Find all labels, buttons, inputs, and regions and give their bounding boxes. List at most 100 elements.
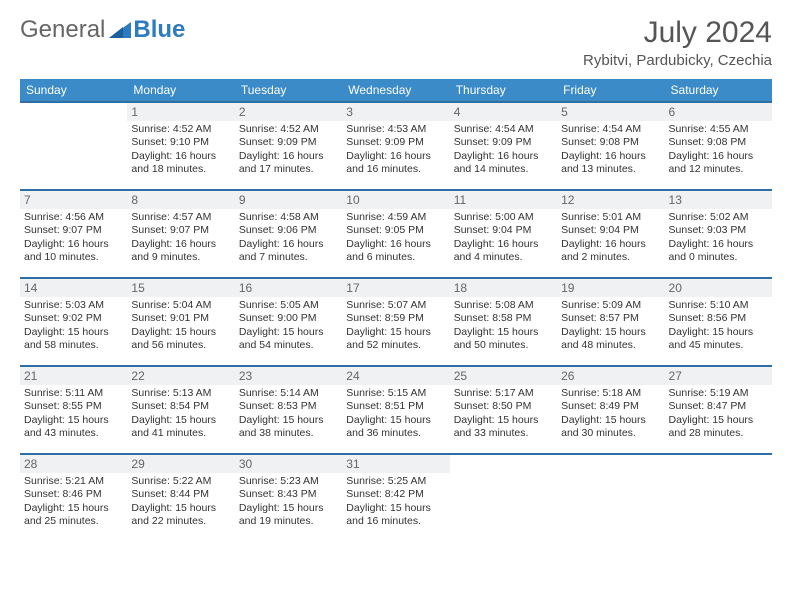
calendar-cell: 8Sunrise: 4:57 AMSunset: 9:07 PMDaylight… (127, 190, 234, 278)
day-number: 10 (342, 191, 449, 209)
sunset-line: Sunset: 8:50 PM (454, 400, 553, 413)
daylight-line: Daylight: 15 hours and 19 minutes. (239, 502, 338, 529)
sunrise-line: Sunrise: 4:53 AM (346, 123, 445, 136)
daylight-line: Daylight: 16 hours and 17 minutes. (239, 150, 338, 177)
calendar-cell: 11Sunrise: 5:00 AMSunset: 9:04 PMDayligh… (450, 190, 557, 278)
calendar-table: SundayMondayTuesdayWednesdayThursdayFrid… (20, 79, 772, 541)
calendar-cell: 12Sunrise: 5:01 AMSunset: 9:04 PMDayligh… (557, 190, 664, 278)
day-number: 13 (665, 191, 772, 209)
calendar-cell: . (20, 102, 127, 190)
day-details: Sunrise: 4:54 AMSunset: 9:09 PMDaylight:… (454, 123, 553, 177)
sunset-line: Sunset: 9:03 PM (669, 224, 768, 237)
calendar-cell: . (557, 454, 664, 541)
day-number: 16 (235, 279, 342, 297)
daylight-line: Daylight: 15 hours and 50 minutes. (454, 326, 553, 353)
calendar-cell: 7Sunrise: 4:56 AMSunset: 9:07 PMDaylight… (20, 190, 127, 278)
daylight-line: Daylight: 16 hours and 4 minutes. (454, 238, 553, 265)
brand-part1: General (20, 16, 105, 44)
day-number: 18 (450, 279, 557, 297)
calendar-cell: 3 Sunrise: 4:53 AMSunset: 9:09 PMDaylight… (342, 102, 449, 190)
daylight-line: Daylight: 16 hours and 9 minutes. (131, 238, 230, 265)
sunrise-line: Sunrise: 5:10 AM (669, 299, 768, 312)
sunset-line: Sunset: 8:55 PM (24, 400, 123, 413)
sunset-line: Sunset: 9:01 PM (131, 312, 230, 325)
day-details: Sunrise: 4:58 AMSunset: 9:06 PMDaylight:… (239, 211, 338, 265)
calendar-cell: 30Sunrise: 5:23 AMSunset: 8:43 PMDayligh… (235, 454, 342, 541)
day-number: 27 (665, 367, 772, 385)
daylight-line: Daylight: 15 hours and 58 minutes. (24, 326, 123, 353)
daylight-line: Daylight: 15 hours and 25 minutes. (24, 502, 123, 529)
daylight-line: Daylight: 16 hours and 18 minutes. (131, 150, 230, 177)
day-details: Sunrise: 4:57 AMSunset: 9:07 PMDaylight:… (131, 211, 230, 265)
daylight-line: Daylight: 15 hours and 36 minutes. (346, 414, 445, 441)
day-details: Sunrise: 5:08 AMSunset: 8:58 PMDaylight:… (454, 299, 553, 353)
day-details: Sunrise: 5:01 AMSunset: 9:04 PMDaylight:… (561, 211, 660, 265)
sunset-line: Sunset: 8:53 PM (239, 400, 338, 413)
day-details: Sunrise: 5:05 AMSunset: 9:00 PMDaylight:… (239, 299, 338, 353)
day-number: 3 (342, 103, 449, 121)
sunset-line: Sunset: 9:09 PM (346, 136, 445, 149)
day-number: 24 (342, 367, 449, 385)
day-details: Sunrise: 5:07 AMSunset: 8:59 PMDaylight:… (346, 299, 445, 353)
day-details: Sunrise: 4:56 AMSunset: 9:07 PMDaylight:… (24, 211, 123, 265)
calendar-cell: 26Sunrise: 5:18 AMSunset: 8:49 PMDayligh… (557, 366, 664, 454)
day-details: Sunrise: 4:55 AMSunset: 9:08 PMDaylight:… (669, 123, 768, 177)
day-details: Sunrise: 5:25 AMSunset: 8:42 PMDaylight:… (346, 475, 445, 529)
day-number: 4 (450, 103, 557, 121)
sunset-line: Sunset: 8:44 PM (131, 488, 230, 501)
sunset-line: Sunset: 8:47 PM (669, 400, 768, 413)
day-details: Sunrise: 4:52 AMSunset: 9:10 PMDaylight:… (131, 123, 230, 177)
daylight-line: Daylight: 16 hours and 14 minutes. (454, 150, 553, 177)
calendar-cell: 18 Sunrise: 5:08 AMSunset: 8:58 PMDayligh… (450, 278, 557, 366)
calendar-row: 14Sunrise: 5:03 AMSunset: 9:02 PMDayligh… (20, 278, 772, 366)
day-number: 19 (557, 279, 664, 297)
daylight-line: Daylight: 16 hours and 6 minutes. (346, 238, 445, 265)
sunrise-line: Sunrise: 4:58 AM (239, 211, 338, 224)
day-number: 22 (127, 367, 234, 385)
daylight-line: Daylight: 15 hours and 30 minutes. (561, 414, 660, 441)
sunset-line: Sunset: 9:07 PM (131, 224, 230, 237)
sunrise-line: Sunrise: 5:07 AM (346, 299, 445, 312)
calendar-cell: 24 Sunrise: 5:15 AMSunset: 8:51 PMDayligh… (342, 366, 449, 454)
day-details: Sunrise: 5:15 AMSunset: 8:51 PMDaylight:… (346, 387, 445, 441)
sunset-line: Sunset: 8:43 PM (239, 488, 338, 501)
day-number: 23 (235, 367, 342, 385)
day-details: Sunrise: 5:22 AMSunset: 8:44 PMDaylight:… (131, 475, 230, 529)
sunrise-line: Sunrise: 4:52 AM (239, 123, 338, 136)
calendar-cell: 2Sunrise: 4:52 AMSunset: 9:09 PMDaylight… (235, 102, 342, 190)
sunset-line: Sunset: 8:46 PM (24, 488, 123, 501)
title-block: July 2024 Rybitvi, Pardubicky, Czechia (583, 16, 772, 69)
daylight-line: Daylight: 16 hours and 16 minutes. (346, 150, 445, 177)
sunset-line: Sunset: 9:09 PM (239, 136, 338, 149)
calendar-cell: 21Sunrise: 5:11 AMSunset: 8:55 PMDayligh… (20, 366, 127, 454)
day-details: Sunrise: 5:14 AMSunset: 8:53 PMDaylight:… (239, 387, 338, 441)
sunrise-line: Sunrise: 5:14 AM (239, 387, 338, 400)
day-details: Sunrise: 5:13 AMSunset: 8:54 PMDaylight:… (131, 387, 230, 441)
calendar-cell: 5Sunrise: 4:54 AMSunset: 9:08 PMDaylight… (557, 102, 664, 190)
calendar-cell: 28Sunrise: 5:21 AMSunset: 8:46 PMDayligh… (20, 454, 127, 541)
daylight-line: Daylight: 15 hours and 52 minutes. (346, 326, 445, 353)
weekday-header: Thursday (450, 79, 557, 102)
sunrise-line: Sunrise: 4:54 AM (561, 123, 660, 136)
sunrise-line: Sunrise: 5:25 AM (346, 475, 445, 488)
location-subtitle: Rybitvi, Pardubicky, Czechia (583, 52, 772, 69)
day-details: Sunrise: 4:53 AMSunset: 9:09 PMDaylight:… (346, 123, 445, 177)
calendar-cell: 31Sunrise: 5:25 AMSunset: 8:42 PMDayligh… (342, 454, 449, 541)
calendar-cell: 10Sunrise: 4:59 AMSunset: 9:05 PMDayligh… (342, 190, 449, 278)
sunrise-line: Sunrise: 5:11 AM (24, 387, 123, 400)
sunset-line: Sunset: 9:00 PM (239, 312, 338, 325)
day-details: Sunrise: 5:19 AMSunset: 8:47 PMDaylight:… (669, 387, 768, 441)
calendar-cell: 17Sunrise: 5:07 AMSunset: 8:59 PMDayligh… (342, 278, 449, 366)
sunrise-line: Sunrise: 5:00 AM (454, 211, 553, 224)
sunset-line: Sunset: 9:08 PM (669, 136, 768, 149)
day-number: 30 (235, 455, 342, 473)
daylight-line: Daylight: 15 hours and 33 minutes. (454, 414, 553, 441)
daylight-line: Daylight: 15 hours and 54 minutes. (239, 326, 338, 353)
sunset-line: Sunset: 8:58 PM (454, 312, 553, 325)
daylight-line: Daylight: 16 hours and 13 minutes. (561, 150, 660, 177)
sunrise-line: Sunrise: 4:56 AM (24, 211, 123, 224)
calendar-cell: 19Sunrise: 5:09 AMSunset: 8:57 PMDayligh… (557, 278, 664, 366)
daylight-line: Daylight: 15 hours and 45 minutes. (669, 326, 768, 353)
daylight-line: Daylight: 15 hours and 38 minutes. (239, 414, 338, 441)
calendar-cell: 27 Sunrise: 5:19 AMSunset: 8:47 PMDayligh… (665, 366, 772, 454)
